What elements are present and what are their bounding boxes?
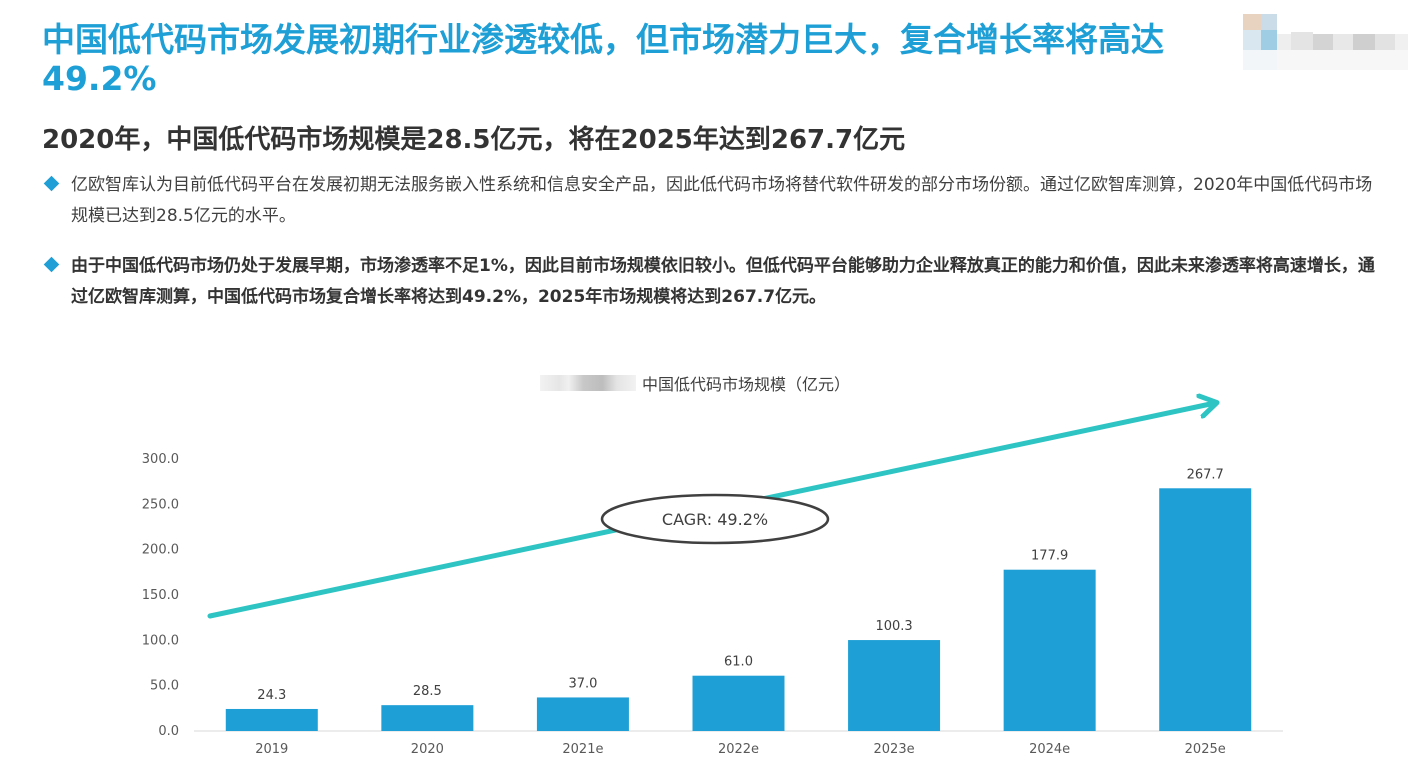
x-tick-label: 2021e (562, 742, 603, 757)
x-tick-label: 2024e (1029, 742, 1070, 757)
y-tick-label: 0.0 (158, 724, 179, 739)
bar-2025e (1159, 488, 1252, 731)
data-label: 177.9 (1031, 549, 1068, 564)
chart-legend: 中国低代码市场规模（亿元） (540, 370, 850, 396)
data-label: 37.0 (568, 676, 597, 691)
cagr-label: CAGR: 49.2% (662, 510, 768, 529)
y-tick-label: 250.0 (142, 497, 179, 512)
x-tick-label: 2019 (255, 742, 288, 757)
x-tick-label: 2025e (1185, 742, 1226, 757)
y-tick-label: 100.0 (142, 633, 179, 648)
x-tick-label: 2022e (718, 742, 759, 757)
bar-2020 (381, 705, 474, 731)
x-tick-label: 2023e (874, 742, 915, 757)
data-label: 28.5 (413, 684, 442, 699)
subtitle: 2020年，中国低代码市场规模是28.5亿元，将在2025年达到267.7亿元 (42, 125, 906, 155)
page-title: 中国低代码市场发展初期行业渗透较低，但市场潜力巨大，复合增长率将高达49.2% (42, 20, 1164, 98)
x-tick-label: 2020 (411, 742, 444, 757)
bar-2024e (1003, 569, 1096, 731)
legend-swatch (540, 375, 636, 391)
bullet-point-1: 亿欧智库认为目前低代码平台在发展初期无法服务嵌入性系统和信息安全产品，因此低代码… (43, 170, 1384, 232)
y-tick-label: 200.0 (142, 543, 179, 558)
bar-2022e (692, 675, 785, 731)
data-label: 267.7 (1187, 467, 1224, 482)
y-tick-label: 300.0 (142, 452, 179, 467)
bar-2021e (536, 697, 629, 731)
bullet-text: 由于中国低代码市场仍处于发展早期，市场渗透率不足1%，因此目前市场规模依旧较小。… (71, 256, 1375, 307)
bar-2023e (848, 640, 941, 731)
legend-label: 中国低代码市场规模（亿元） (642, 375, 851, 394)
bar-2019 (225, 708, 318, 731)
y-tick-label: 50.0 (150, 679, 179, 694)
brand-logo (1243, 14, 1408, 70)
bullet-text: 亿欧智库认为目前低代码平台在发展初期无法服务嵌入性系统和信息安全产品，因此低代码… (71, 175, 1373, 226)
data-label: 61.0 (724, 655, 753, 670)
y-tick-label: 150.0 (142, 588, 179, 603)
data-label: 24.3 (257, 688, 286, 703)
cagr-ellipse (600, 493, 830, 545)
data-label: 100.3 (875, 619, 912, 634)
bullet-point-2: 由于中国低代码市场仍处于发展早期，市场渗透率不足1%，因此目前市场规模依旧较小。… (43, 251, 1384, 313)
